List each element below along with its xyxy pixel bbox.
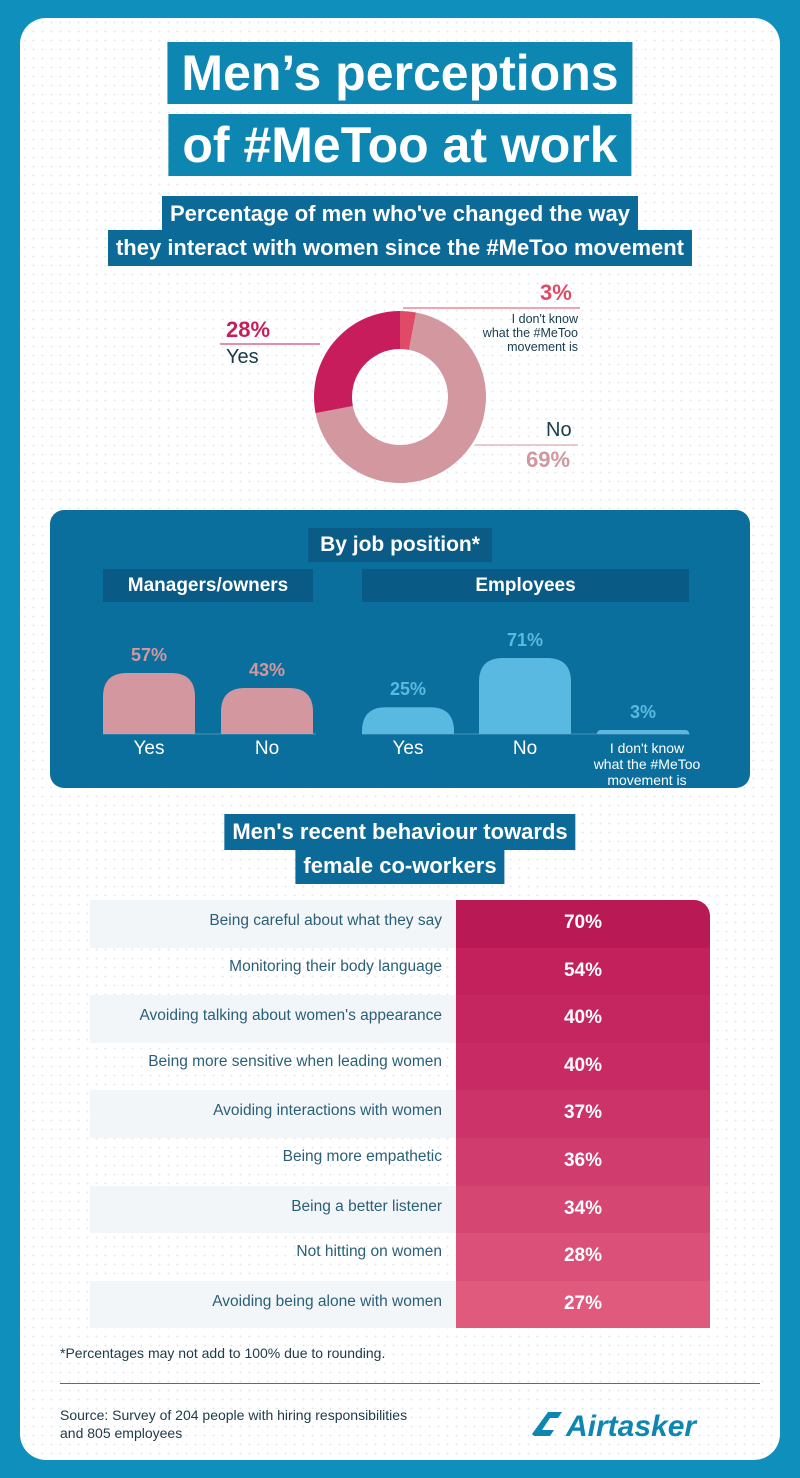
bar-cat-managers-yes: Yes bbox=[133, 738, 165, 759]
behaviour-value-column bbox=[456, 900, 710, 1329]
behaviour-row-value: 40% bbox=[563, 1054, 603, 1076]
job-position-title: By job position* bbox=[308, 528, 492, 562]
bar-value-employees-no: 71% bbox=[506, 630, 544, 651]
airtasker-logo: Airtasker bbox=[532, 1410, 698, 1443]
behaviour-row-label: Avoiding being alone with women bbox=[90, 1280, 456, 1329]
donut-slice-2 bbox=[313, 311, 400, 414]
bar-cat-managers-no: No bbox=[254, 738, 280, 759]
title-line-1: Men’s perceptions bbox=[167, 42, 633, 104]
job-bar-managers-owners-0 bbox=[103, 673, 195, 734]
label-dont-know-text: I don't know what the #MeToo movement is bbox=[482, 312, 578, 354]
behaviour-row-label: Avoiding interactions with women bbox=[90, 1090, 456, 1138]
job-bar-employees-2 bbox=[597, 730, 689, 734]
bar-value-employees-yes: 25% bbox=[389, 679, 427, 700]
job-bars-svg bbox=[103, 658, 690, 735]
behaviour-row-value: 70% bbox=[563, 912, 603, 933]
donut-title-line-1: Percentage of men who've changed the way bbox=[161, 196, 639, 232]
bar-cat-employees-dont-know: I don't know what the #MeToo movement is bbox=[593, 740, 701, 788]
behaviour-row-label: Being more empathetic bbox=[282, 1148, 442, 1165]
behaviour-row-label: Being more sensitive when leading women bbox=[148, 1052, 442, 1070]
label-no-text: No bbox=[546, 419, 572, 441]
label-no-value: 69% bbox=[526, 447, 571, 472]
group-employees-header: Employees bbox=[362, 569, 689, 602]
source-line-2: and 805 employees bbox=[60, 1425, 183, 1441]
behaviour-row-value: 40% bbox=[563, 1007, 603, 1029]
behaviour-title-line-1: Men's recent behaviour towards bbox=[224, 814, 576, 850]
job-bar-employees-0 bbox=[362, 707, 454, 734]
title-line-2: of #MeToo at work bbox=[168, 114, 632, 176]
infographic-card: Men’s perceptions of #MeToo at work Perc… bbox=[20, 18, 780, 1460]
behaviour-row-label: Avoiding talking about women's appearanc… bbox=[90, 995, 456, 1043]
source-note: Source: Survey of 204 people with hiring… bbox=[60, 1406, 407, 1442]
behaviour-row-label: Not hitting on women bbox=[296, 1243, 442, 1261]
behaviour-value-cell bbox=[456, 1090, 710, 1139]
job-bar-managers-owners-1 bbox=[221, 687, 313, 734]
behaviour-row-value: 28% bbox=[563, 1245, 603, 1267]
bar-value-managers-yes: 57% bbox=[130, 645, 168, 665]
behaviour-value-cell bbox=[456, 1185, 710, 1235]
behaviour-value-cell bbox=[456, 995, 710, 1044]
footnote: *Percentages may not add to 100% due to … bbox=[60, 1345, 386, 1361]
label-dont-know-value: 3% bbox=[540, 280, 572, 305]
behaviour-value-cell bbox=[456, 1233, 710, 1282]
behaviour-row-value: 54% bbox=[563, 959, 603, 981]
behaviour-title-line-2: female co-workers bbox=[295, 848, 505, 884]
footer-divider bbox=[60, 1383, 760, 1384]
bar-cat-employees-no: No bbox=[512, 738, 538, 759]
behaviour-value-cell bbox=[456, 1280, 710, 1329]
job-bar-employees-1 bbox=[479, 658, 571, 734]
source-line-1: Source: Survey of 204 people with hiring… bbox=[60, 1407, 408, 1423]
group-managers-header: Managers/owners bbox=[103, 569, 313, 602]
label-yes-value: 28% bbox=[226, 317, 271, 342]
behaviour-row-value: 37% bbox=[563, 1102, 603, 1124]
airtasker-logo-text: Airtasker bbox=[565, 1410, 698, 1443]
behaviour-row-label: Being a better listener bbox=[90, 1185, 456, 1234]
donut-title-line-2: they interact with women since the #MeTo… bbox=[107, 230, 693, 266]
airtasker-logo-mark bbox=[532, 1412, 562, 1436]
label-yes-text: Yes bbox=[226, 346, 259, 368]
behaviour-value-cell bbox=[456, 900, 710, 949]
behaviour-row-value: 27% bbox=[563, 1292, 603, 1314]
bar-value-managers-no: 43% bbox=[248, 659, 286, 680]
behaviour-row-value: 36% bbox=[563, 1150, 603, 1171]
bar-value-employees-dont-know: 3% bbox=[629, 702, 656, 722]
behaviour-value-cell bbox=[456, 1138, 710, 1187]
behaviour-value-cell bbox=[456, 1042, 710, 1092]
behaviour-row-value: 34% bbox=[563, 1197, 603, 1219]
donut-slice-0 bbox=[400, 311, 417, 350]
bar-cat-employees-yes: Yes bbox=[392, 738, 424, 759]
behaviour-row-label: Monitoring their body language bbox=[229, 957, 442, 975]
behaviour-value-cell bbox=[456, 947, 710, 997]
donut-slice-1 bbox=[315, 312, 487, 483]
job-position-panel: By job position* Managers/owners Employe… bbox=[50, 510, 750, 788]
donut-chart bbox=[220, 307, 580, 483]
behaviour-row-label: Being careful about what they say bbox=[90, 900, 456, 948]
